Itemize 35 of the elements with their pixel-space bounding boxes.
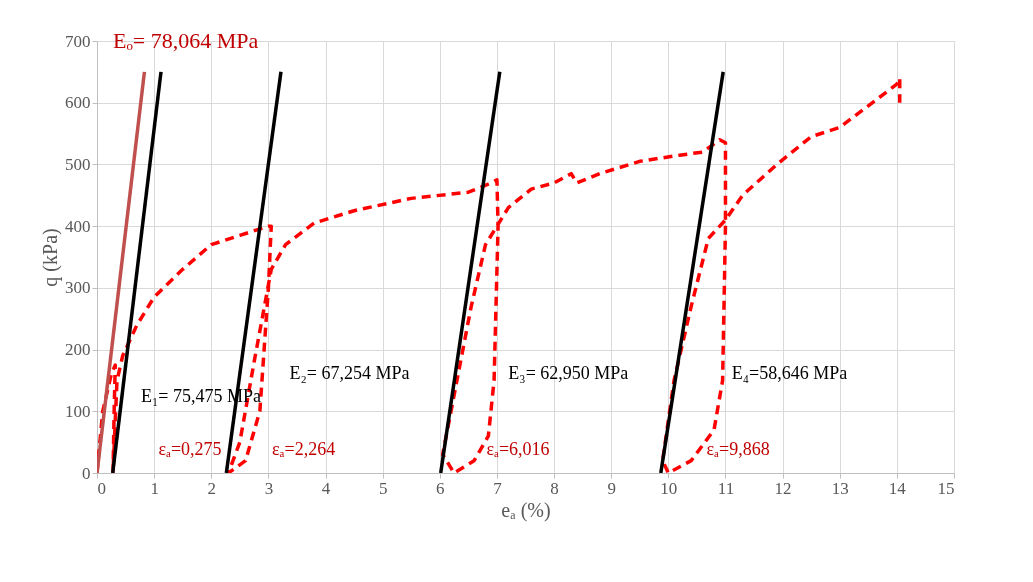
y-tick-label: 400 [65, 216, 91, 236]
annotation: εₐ=6,016 [486, 439, 550, 460]
x-tick-label: 3 [264, 478, 274, 498]
x-tick-label: 6 [436, 478, 445, 498]
x-tick-label: 14 [888, 478, 907, 498]
y-tick-label: 500 [65, 154, 91, 174]
x-tick-label: 13 [831, 478, 849, 498]
y-tick-label: 700 [65, 31, 91, 51]
x-tick-label: 5 [378, 478, 388, 498]
x-tick-label: 9 [607, 478, 616, 498]
annotation: εₐ=2,264 [272, 439, 336, 460]
y-axis-title: q (kPa) [39, 228, 62, 287]
x-axis-title: eₐ (%) [501, 498, 551, 522]
annotation: E₂= 67,254 MPa [289, 362, 410, 383]
x-tick-label: 0 [97, 478, 106, 498]
annotation: εₐ=9,868 [706, 439, 770, 460]
annotation: E₄=58,646 MPa [731, 362, 848, 383]
y-tick-label: 600 [65, 93, 91, 113]
x-tick-label: 15 [937, 478, 955, 498]
x-tick-label: 2 [207, 478, 217, 498]
annotation: εₐ=0,275 [158, 439, 222, 460]
x-tick-label: 12 [774, 478, 792, 498]
x-tick-label: 10 [660, 478, 678, 498]
line-series [97, 76, 902, 473]
x-tick-label: 7 [493, 478, 503, 498]
y-tick-label: 200 [65, 340, 91, 360]
y-tick-label: 300 [65, 278, 91, 298]
x-tick-label: 1 [150, 478, 159, 498]
y-tick-label: 100 [65, 401, 91, 421]
y-tick-label: 0 [82, 463, 91, 483]
x-tick-label: 11 [717, 478, 735, 498]
x-tick-label: 4 [321, 478, 331, 498]
annotation: E₃= 62,950 MPa [508, 362, 629, 383]
annotation: Eₒ= 78,064 MPa [113, 28, 259, 53]
x-tick-label: 8 [550, 478, 559, 498]
